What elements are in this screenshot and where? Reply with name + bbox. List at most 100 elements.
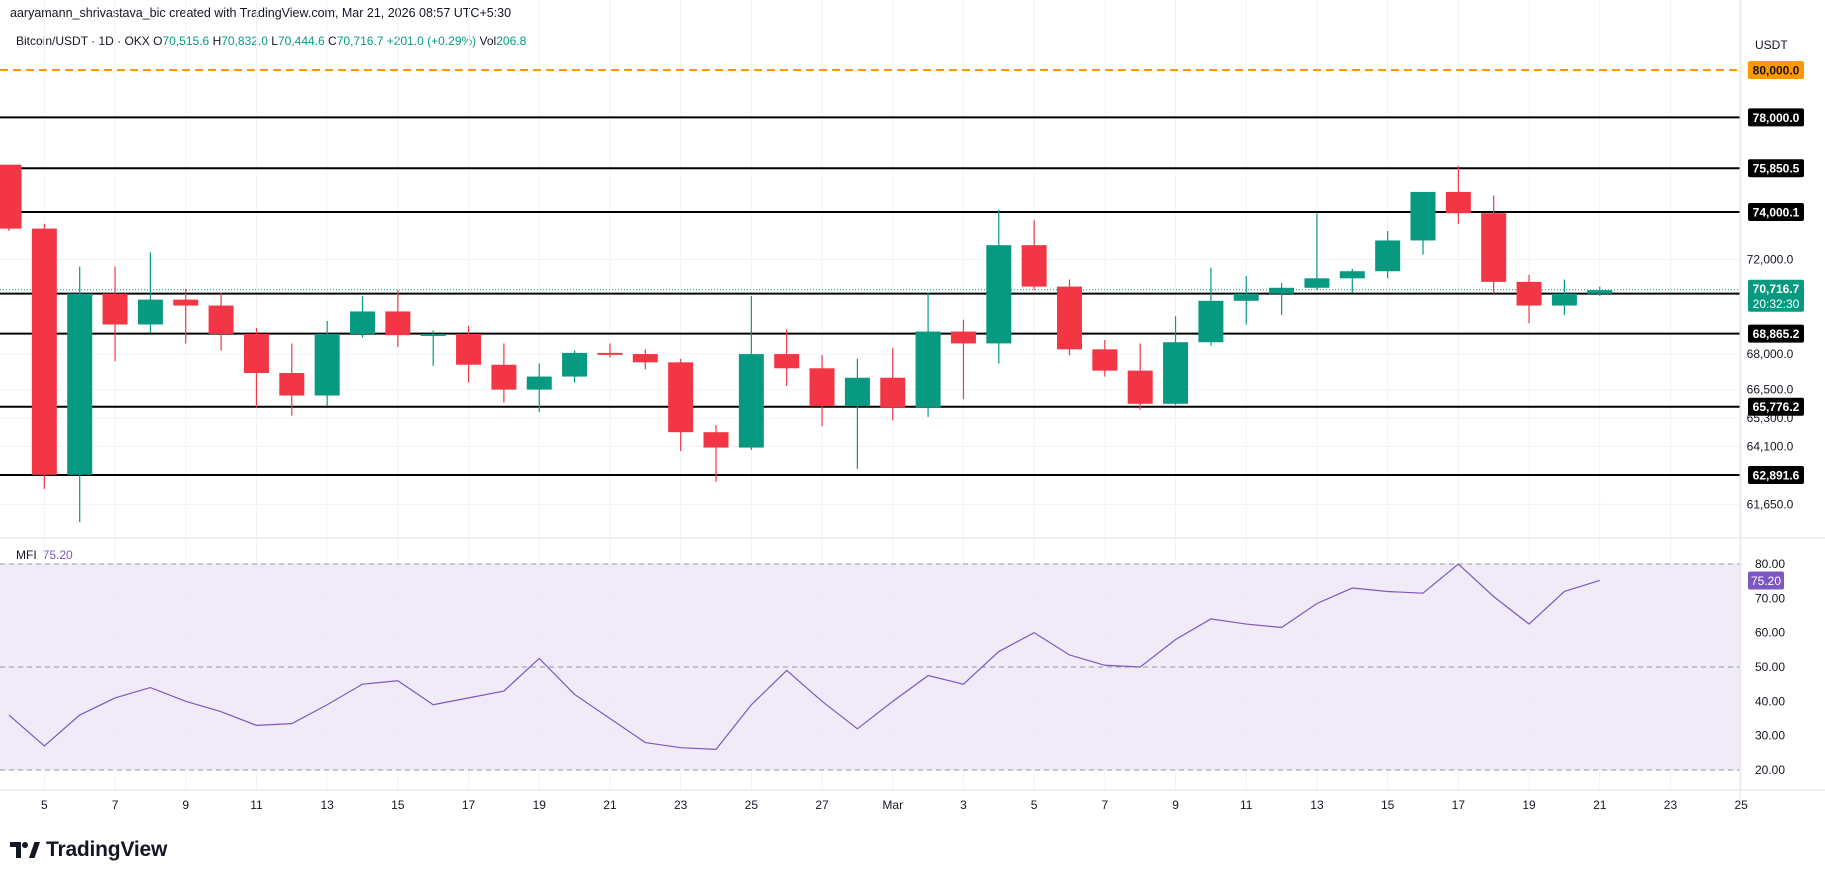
mfi-value-badge (1748, 571, 1784, 590)
time-tick-label: 13 (320, 798, 334, 812)
candle-body (208, 305, 234, 334)
high-label: H (212, 34, 222, 48)
candle-body (420, 333, 446, 336)
candle-body (102, 293, 128, 325)
candle-body (137, 299, 163, 325)
candle-body (844, 377, 870, 407)
candle-body (31, 228, 57, 475)
candle-body (1410, 191, 1436, 241)
candle-body (1551, 293, 1577, 306)
mfi-tick-label: 60.00 (1755, 626, 1785, 640)
mfi-tick-label: 80.00 (1755, 557, 1785, 571)
time-tick-label: 21 (603, 798, 617, 812)
candlestick-series (0, 164, 1613, 523)
mfi-line (8, 563, 1600, 751)
price-tick-label: 61,650.0 (1747, 497, 1794, 511)
volume-label: Vol (479, 34, 497, 48)
price-level-badge-label: 68,865.2 (1753, 327, 1800, 341)
open-label: O (153, 34, 163, 48)
price-level-badge (1748, 159, 1804, 178)
close-value: 70,716.7 (336, 34, 384, 48)
symbol-legend: Bitcoin/USDT · 1D · OKX O70,515.6 H70,83… (16, 34, 526, 48)
candle-body (1304, 278, 1330, 288)
candle-body (67, 293, 93, 475)
time-tick-label: 23 (1664, 798, 1678, 812)
time-tick-label: 9 (1172, 798, 1179, 812)
candle-body (1339, 271, 1365, 279)
mfi-value-label: 75.20 (1751, 574, 1781, 588)
time-tick-label: 27 (815, 798, 829, 812)
candle-body (986, 245, 1012, 344)
horizontal-levels (0, 69, 1740, 476)
price-level-badge (1748, 108, 1804, 127)
candle-body (1021, 245, 1047, 287)
candle-body (562, 352, 588, 377)
low-label: L (271, 34, 278, 48)
candle-body (1057, 286, 1082, 350)
last-price-label: 70,716.7 (1753, 282, 1800, 296)
candle-body (880, 377, 906, 408)
mfi-legend-value: 75.20 (42, 548, 73, 562)
time-tick-label: 17 (1452, 798, 1466, 812)
time-tick-label: 15 (391, 798, 405, 812)
price-level-badge (1748, 397, 1804, 416)
mfi-pane (0, 563, 1740, 771)
last-price-badge (1748, 279, 1804, 312)
candle-body (1127, 370, 1153, 404)
time-tick-label: 7 (112, 798, 119, 812)
price-level-badge-label: 75,850.5 (1753, 162, 1800, 176)
price-level-badge-label: 62,891.6 (1753, 469, 1800, 483)
candle-body (809, 368, 835, 407)
candle-body (0, 164, 22, 229)
time-tick-label: 15 (1381, 798, 1395, 812)
candle-body (915, 331, 941, 408)
time-tick-label: 7 (1102, 798, 1109, 812)
candle-body (173, 299, 199, 306)
candle-body (314, 333, 340, 396)
change-value: +201.0 (+0.29%) (386, 34, 477, 48)
mfi-name[interactable]: MFI (16, 548, 37, 562)
time-tick-label: Mar (882, 798, 903, 812)
time-tick-label: 3 (960, 798, 967, 812)
candle-body (668, 362, 694, 433)
time-tick-label: 17 (462, 798, 476, 812)
time-tick-label: 25 (745, 798, 759, 812)
candle-body (738, 354, 764, 448)
candle-body (350, 311, 375, 334)
time-tick-label: 23 (674, 798, 688, 812)
candle-body (1163, 342, 1189, 404)
candle-body (1092, 349, 1118, 371)
candle-body (1587, 290, 1613, 294)
symbol-name[interactable]: Bitcoin/USDT · 1D · OKX (16, 34, 150, 48)
candle-body (1375, 240, 1401, 272)
candle-body (774, 354, 800, 369)
time-tick-label: 11 (1240, 798, 1253, 812)
price-tick-label: 64,100.0 (1747, 439, 1794, 453)
candle-body (703, 432, 729, 448)
price-tick-label: 72,000.0 (1747, 252, 1794, 266)
candle-body (243, 333, 269, 374)
price-unit-label[interactable]: USDT (1755, 38, 1788, 52)
candle-body (950, 331, 976, 344)
candle-body (1198, 300, 1224, 343)
price-level-badge (1748, 466, 1804, 484)
candle-body (385, 311, 411, 336)
candle-body (1516, 281, 1542, 306)
price-level-badge-label: 78,000.0 (1753, 111, 1800, 125)
countdown-label: 20:32:30 (1753, 297, 1800, 311)
author-line: aaryamann_shrivastava_bic created with T… (10, 6, 512, 20)
time-tick-label: 5 (41, 798, 48, 812)
time-tick-label: 19 (1522, 798, 1536, 812)
candle-body (1445, 191, 1471, 214)
low-value: 70,444.6 (277, 34, 325, 48)
price-level-badge (1748, 324, 1804, 343)
axis-labels: 72,000.068,000.066,500.065,300.064,100.0… (41, 61, 1804, 812)
price-level-badge-label: 65,776.2 (1753, 400, 1800, 414)
time-tick-label: 5 (1031, 798, 1038, 812)
price-level-badge-label: 80,000.0 (1753, 64, 1800, 78)
tradingview-logo[interactable]: TradingView (10, 838, 167, 862)
time-tick-label: 9 (182, 798, 189, 812)
mfi-tick-label: 30.00 (1755, 729, 1785, 743)
candle-body (1481, 213, 1507, 282)
